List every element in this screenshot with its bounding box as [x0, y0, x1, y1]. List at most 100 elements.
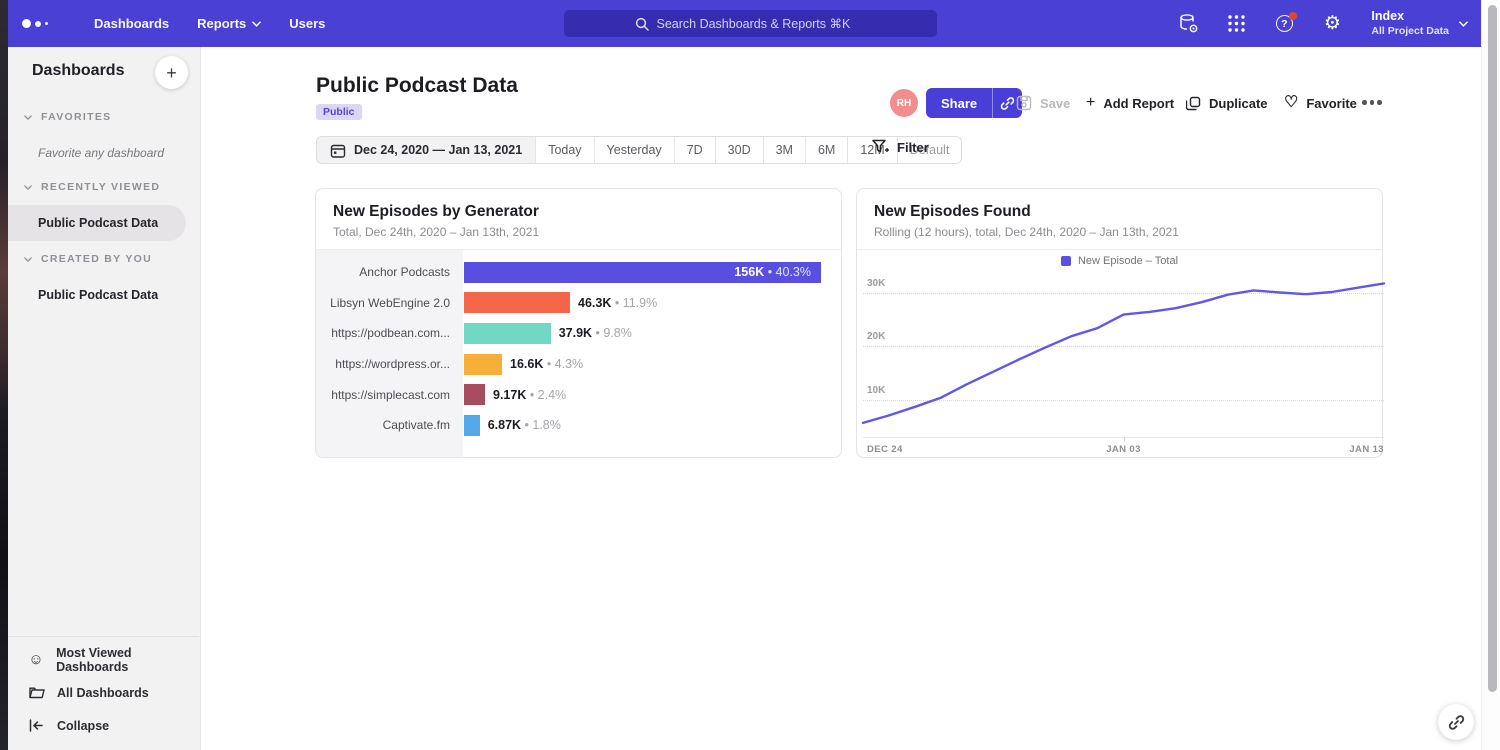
settings-gear-icon[interactable]: ⚙	[1323, 13, 1341, 34]
get-link-fab[interactable]	[1438, 704, 1474, 740]
bar-row: Captivate.fm 6.87K • 1.8%	[316, 410, 831, 441]
bar-category-label: Anchor Podcasts	[359, 265, 450, 280]
footer-label: Most Viewed Dashboards	[56, 645, 132, 674]
bar-value-label: 37.9K • 9.8%	[558, 326, 632, 341]
window-scrollbar[interactable]	[1481, 0, 1500, 750]
bar-chart-card: New Episodes by Generator Total, Dec 24t…	[315, 188, 842, 458]
favorite-label: Favorite	[1306, 95, 1357, 111]
scrollbar-thumb[interactable]	[1488, 5, 1497, 692]
gridline-10k	[863, 400, 1384, 401]
bar[interactable]: 156K • 40.3%	[464, 261, 821, 283]
date-range-option-30d[interactable]: 30D	[714, 137, 763, 163]
calendar-icon	[330, 144, 346, 158]
notification-dot	[1289, 11, 1298, 20]
nav-item-users[interactable]: Users	[289, 16, 325, 31]
date-range-text: Dec 24, 2020 — Jan 13, 2021	[354, 143, 523, 157]
sidebar-section-created-by-you[interactable]: CREATED BY YOU	[24, 253, 152, 265]
public-badge: Public	[316, 104, 362, 120]
sidebar-item-created-dashboard[interactable]: Public Podcast Data	[38, 288, 159, 302]
filter-label: Filter	[897, 139, 929, 155]
sidebar: Dashboards + FAVORITES Favorite any dash…	[8, 47, 201, 750]
apps-grid-icon[interactable]	[1225, 13, 1247, 35]
nav-item-reports[interactable]: Reports	[197, 16, 262, 31]
sidebar-section-favorites[interactable]: FAVORITES	[24, 111, 111, 123]
bar-value-label: 6.87K • 1.8%	[487, 418, 561, 433]
bar[interactable]	[464, 322, 551, 344]
sidebar-item-recent-dashboard[interactable]: Public Podcast Data	[38, 216, 159, 230]
collapse-icon	[28, 719, 45, 732]
save-label: Save	[1040, 95, 1071, 111]
section-label: CREATED BY YOU	[41, 253, 152, 265]
page-title: Public Podcast Data	[316, 74, 518, 97]
duplicate-button[interactable]: Duplicate	[1186, 89, 1268, 117]
date-range-option-3m[interactable]: 3M	[762, 137, 805, 163]
save-icon	[1016, 95, 1032, 111]
bar[interactable]	[464, 292, 570, 314]
nav-right-controls: ? ⚙ Index All Project Data	[1177, 0, 1468, 47]
chart-legend: New Episode – Total	[857, 255, 1382, 267]
chevron-down-icon	[1459, 20, 1468, 27]
bar-value-label: 16.6K • 4.3%	[510, 357, 584, 372]
bar-track: 6.87K • 1.8%	[463, 414, 831, 436]
data-sources-icon[interactable]	[1177, 13, 1199, 35]
sidebar-section-recently-viewed[interactable]: RECENTLY VIEWED	[24, 181, 160, 193]
favorite-button[interactable]: ♡ Favorite	[1284, 89, 1357, 117]
add-report-button[interactable]: + Add Report	[1086, 89, 1174, 117]
divider	[316, 249, 841, 250]
nav-label: Dashboards	[94, 16, 170, 31]
bar-category-label: https://simplecast.com	[331, 387, 450, 402]
chart-title: New Episodes by Generator	[333, 203, 539, 220]
collapse-sidebar-button[interactable]: Collapse	[8, 709, 199, 742]
avatar[interactable]: RH	[890, 89, 918, 117]
chevron-down-icon	[24, 184, 32, 190]
bar[interactable]	[464, 384, 485, 406]
question-mark-icon: ?	[1275, 15, 1293, 32]
search-input[interactable]	[656, 16, 867, 31]
bar-value-label: 46.3K • 11.9%	[578, 295, 658, 310]
gridline-20k	[863, 346, 1384, 347]
date-range-option-7d[interactable]: 7D	[673, 137, 715, 163]
date-quick-ranges: Today Yesterday 7D 30D 3M 6M 12M Default	[535, 137, 962, 163]
y-axis-tick: 10K	[867, 385, 886, 396]
bar[interactable]	[464, 414, 480, 436]
bar-track: 46.3K • 11.9%	[463, 292, 831, 314]
date-range-picker[interactable]: Dec 24, 2020 — Jan 13, 2021	[317, 137, 536, 163]
x-axis-tick-mark	[1123, 437, 1125, 442]
smiley-icon: ☺	[28, 651, 44, 668]
top-nav: Dashboards Reports Users	[8, 0, 1481, 47]
filter-button[interactable]: Filter	[872, 139, 929, 155]
global-search[interactable]	[564, 10, 937, 37]
bar-row: https://simplecast.com 9.17K • 2.4%	[316, 379, 831, 410]
help-icon[interactable]: ?	[1273, 11, 1298, 35]
line-series[interactable]	[861, 282, 1386, 425]
link-icon	[1448, 714, 1464, 730]
chart-subtitle: Rolling (12 hours), total, Dec 24th, 202…	[874, 225, 1179, 239]
duplicate-label: Duplicate	[1209, 95, 1268, 111]
nav-label: Reports	[197, 16, 247, 31]
new-dashboard-button[interactable]: +	[155, 56, 188, 89]
legend-label: New Episode – Total	[1077, 255, 1179, 267]
bar-value-label: 156K • 40.3%	[734, 265, 811, 280]
all-dashboards-button[interactable]: All Dashboards	[8, 676, 199, 709]
amplitude-logo-icon[interactable]	[22, 19, 66, 28]
more-options-button[interactable]	[1362, 100, 1382, 105]
date-range-option-yesterday[interactable]: Yesterday	[593, 137, 674, 163]
save-button[interactable]: Save	[1016, 89, 1070, 117]
bar-track: 9.17K • 2.4%	[463, 384, 831, 406]
date-range-option-default[interactable]: Default	[896, 137, 962, 163]
bar-row: Anchor Podcasts 156K • 40.3%	[316, 257, 831, 288]
y-axis-tick: 20K	[867, 331, 886, 342]
bar-row: Libsyn WebEngine 2.0 46.3K • 11.9%	[316, 288, 831, 319]
nav-item-dashboards[interactable]: Dashboards	[94, 16, 169, 31]
bar-track: 156K • 40.3%	[463, 261, 831, 283]
date-range-option-6m[interactable]: 6M	[804, 137, 848, 163]
chevron-down-icon	[24, 256, 32, 262]
date-range-option-today[interactable]: Today	[535, 137, 594, 163]
chart-title: New Episodes Found	[874, 203, 1031, 220]
most-viewed-dashboards-button[interactable]: ☺ Most Viewed Dashboards	[8, 643, 199, 676]
x-axis-tick: JAN 13	[1349, 444, 1384, 455]
folder-icon	[28, 686, 45, 699]
share-button[interactable]: Share	[926, 88, 993, 118]
project-switcher[interactable]: Index All Project Data	[1371, 9, 1468, 38]
bar[interactable]	[464, 353, 502, 375]
